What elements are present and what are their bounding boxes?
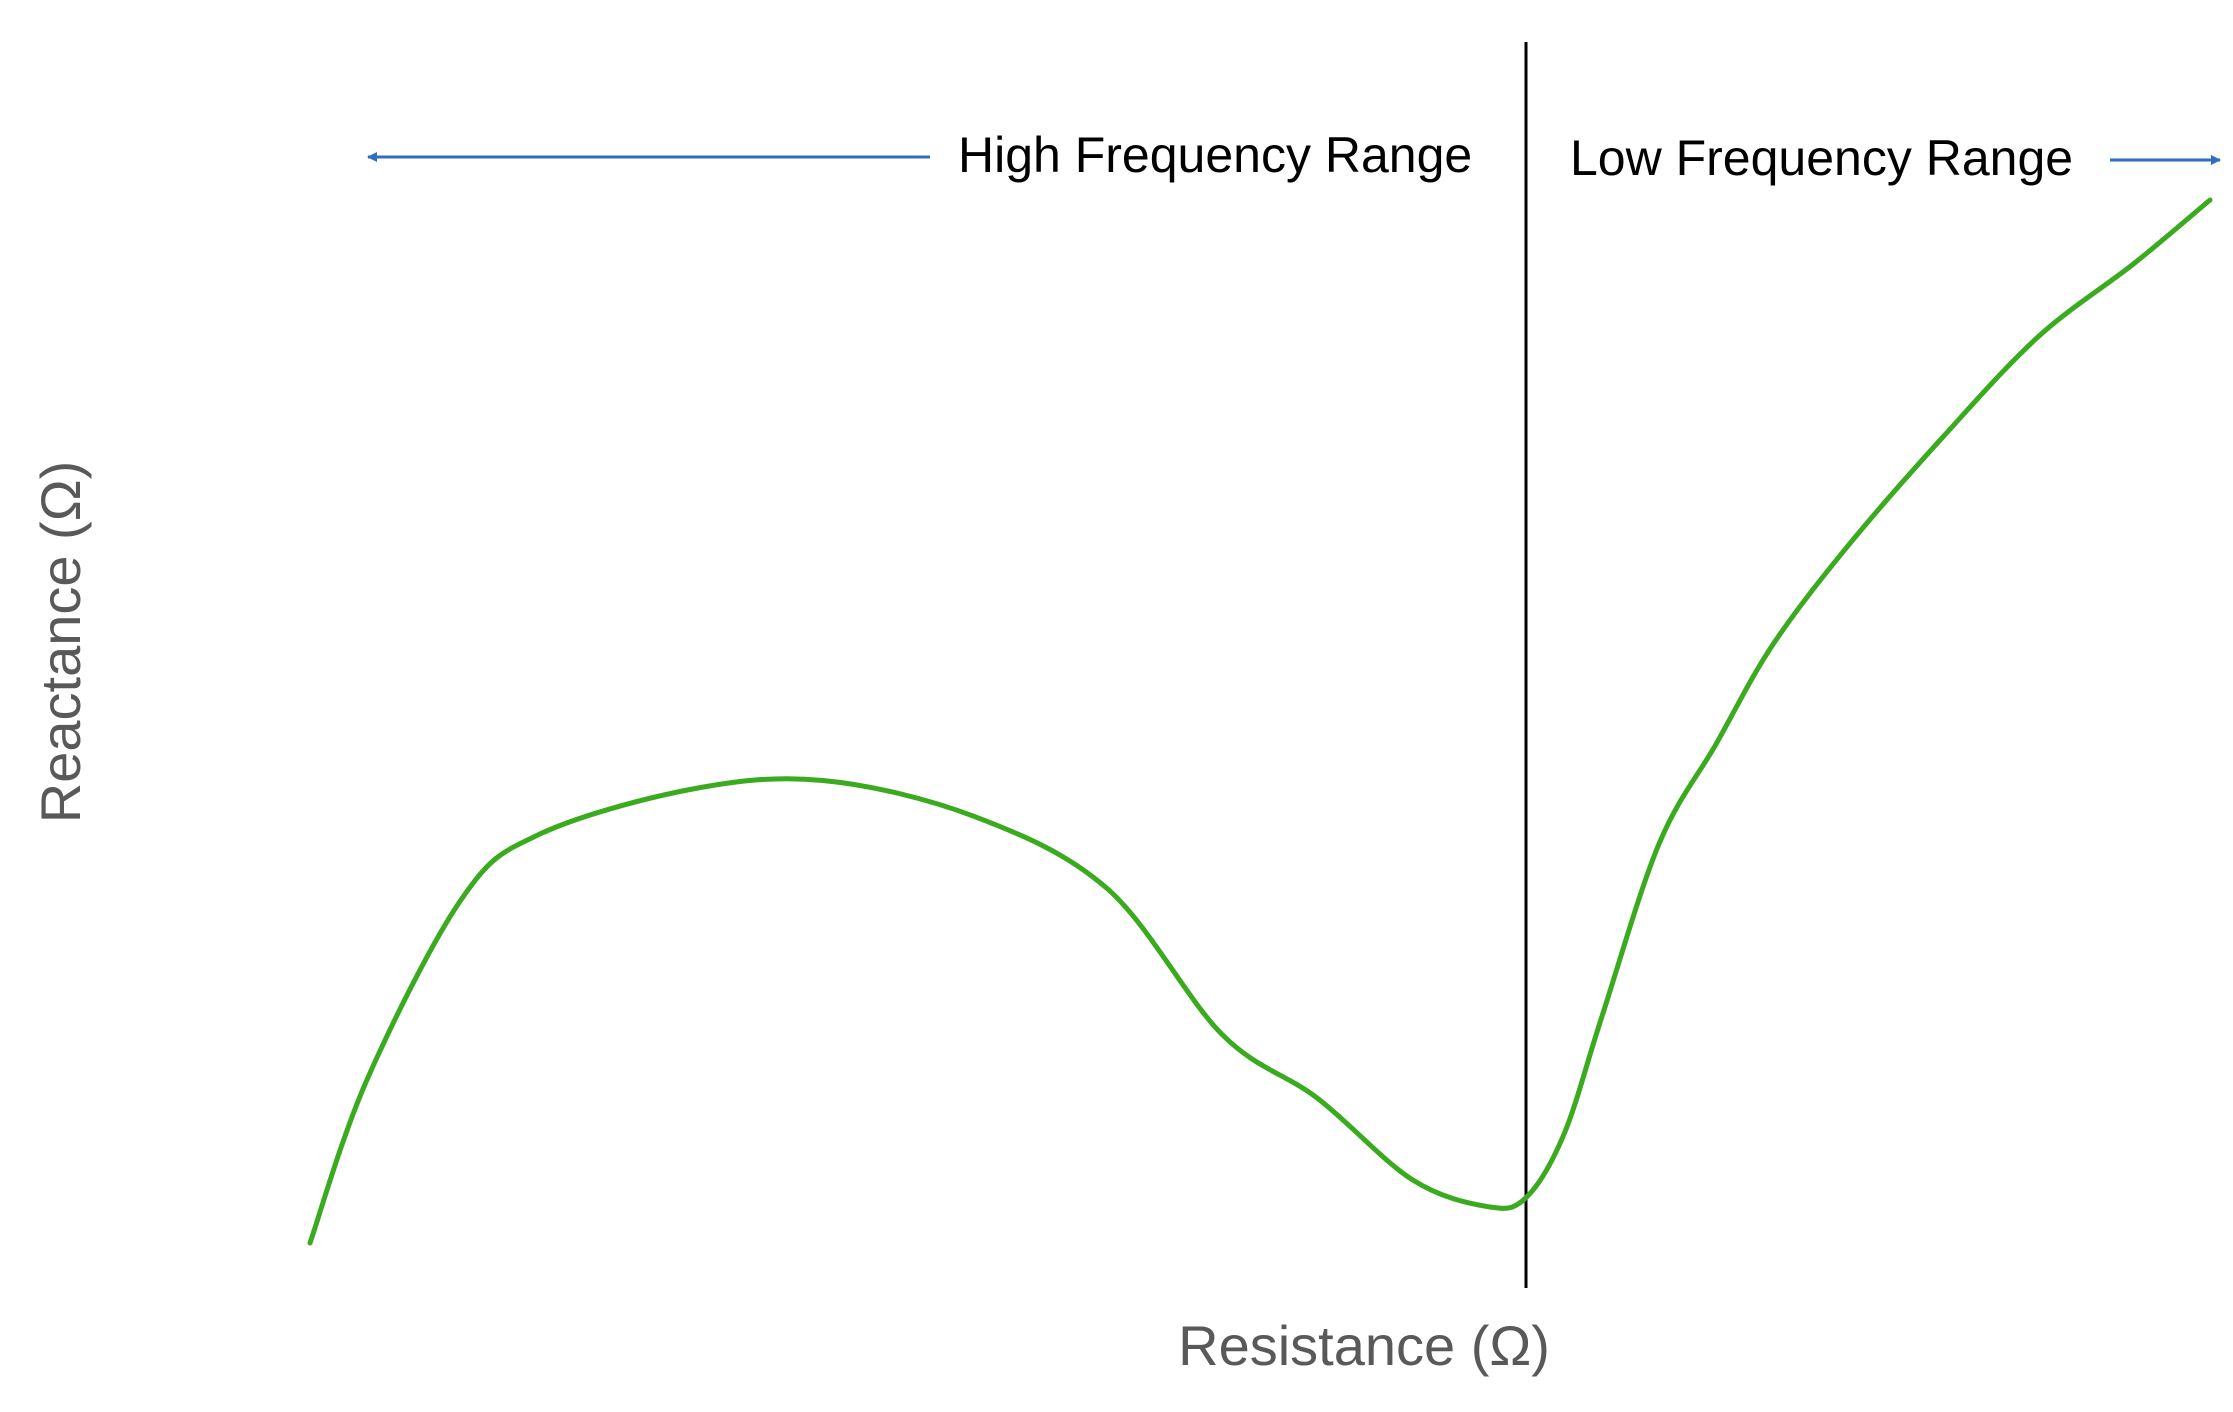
high-frequency-range-label: High Frequency Range xyxy=(958,127,1472,183)
x-axis-label: Resistance (Ω) xyxy=(1178,1314,1550,1377)
low-frequency-range-label: Low Frequency Range xyxy=(1570,130,2073,186)
y-axis-label: Reactance (Ω) xyxy=(29,461,92,823)
series-line xyxy=(307,197,2213,1246)
